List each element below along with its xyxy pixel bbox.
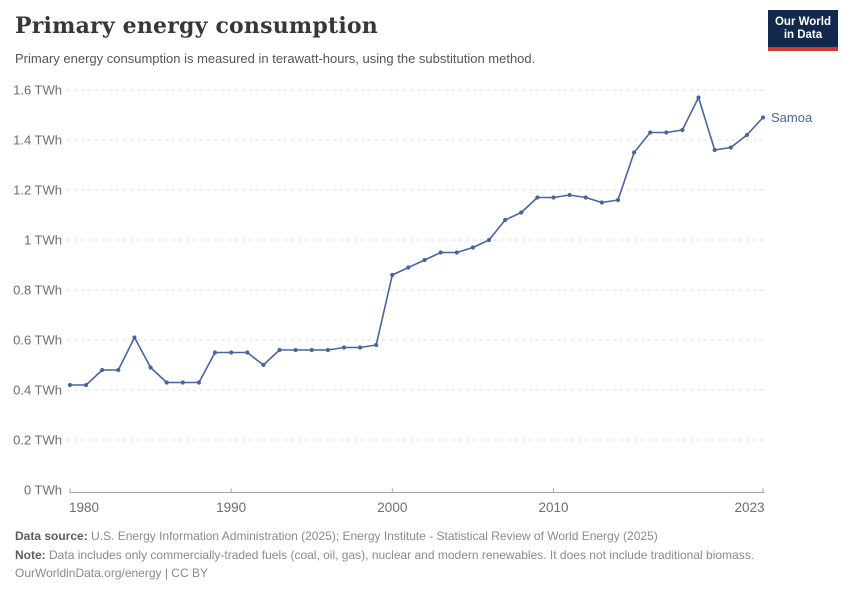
data-point[interactable] [212, 350, 218, 355]
y-tick-label: 1.2 TWh [13, 183, 62, 198]
data-point[interactable] [309, 347, 314, 353]
logo-line2: in Data [783, 29, 823, 41]
data-point[interactable] [648, 130, 653, 135]
y-tick-label: 1.6 TWh [13, 83, 62, 98]
data-point[interactable] [261, 362, 266, 368]
x-tick-label: 2010 [538, 500, 568, 515]
data-point[interactable] [470, 245, 475, 250]
data-point[interactable] [422, 257, 427, 263]
data-point[interactable] [519, 210, 524, 215]
data-point[interactable] [390, 272, 395, 278]
data-point[interactable] [406, 265, 411, 270]
x-tick-label: 2023 [734, 500, 764, 515]
owid-logo[interactable]: Our World in Data [767, 10, 838, 51]
data-point[interactable] [341, 345, 347, 350]
data-point[interactable] [196, 380, 201, 385]
license-link[interactable]: OurWorldinData.org/energy | CC BY [15, 566, 208, 580]
data-point[interactable] [132, 335, 137, 340]
data-point[interactable] [696, 95, 701, 100]
line-chart[interactable]: 0 TWh 0.2 TWh 0.4 TWh 0.6 TWh 0.8 TWh 1 TWh 1.… [0, 70, 850, 520]
x-tick-label: 1980 [69, 500, 99, 515]
data-point[interactable] [67, 382, 73, 388]
data-point[interactable] [116, 367, 121, 373]
y-tick-label: 0.4 TWh [13, 383, 62, 398]
data-point[interactable] [486, 237, 492, 243]
data-point[interactable] [664, 130, 669, 135]
data-point[interactable] [180, 380, 185, 385]
samoa-line[interactable] [69, 96, 764, 386]
y-tick-label: 0 TWh [24, 483, 62, 498]
data-point[interactable] [84, 382, 89, 388]
data-point[interactable] [712, 147, 717, 153]
data-point[interactable] [599, 200, 604, 205]
data-point[interactable] [535, 195, 540, 200]
chart-footer: Data source: U.S. Energy Information Adm… [15, 527, 835, 583]
data-point[interactable] [325, 347, 330, 353]
data-point[interactable] [293, 347, 298, 353]
y-tick-label: 0.6 TWh [13, 333, 62, 348]
data-point[interactable] [615, 197, 621, 203]
data-point[interactable] [583, 195, 588, 200]
data-point[interactable] [164, 380, 169, 385]
data-point[interactable] [728, 145, 733, 150]
data-point[interactable] [632, 150, 637, 155]
x-tick-label: 2000 [377, 500, 407, 515]
x-tick-label: 1990 [216, 500, 246, 515]
note-line: Note: Data includes only commercially-tr… [15, 546, 835, 565]
series-label-samoa[interactable]: Samoa [771, 110, 813, 125]
data-point[interactable] [374, 342, 379, 348]
page-title: Primary energy consumption [15, 13, 378, 39]
data-source-line: Data source: U.S. Energy Information Adm… [15, 527, 835, 546]
chart-subtitle: Primary energy consumption is measured i… [15, 51, 536, 66]
y-tick-label: 1.4 TWh [13, 133, 62, 148]
data-point[interactable] [567, 192, 572, 198]
note-text: Data includes only commercially-traded f… [49, 547, 755, 562]
data-source-label: Data source: [15, 529, 88, 543]
data-point[interactable] [744, 132, 750, 138]
data-point[interactable] [229, 350, 234, 355]
data-point[interactable] [438, 250, 443, 255]
y-tick-label: 1 TWh [24, 233, 62, 248]
data-point[interactable] [680, 127, 685, 133]
data-point[interactable] [454, 250, 459, 255]
data-point[interactable] [358, 345, 363, 350]
data-point[interactable] [277, 347, 282, 353]
data-point[interactable] [760, 115, 766, 120]
logo-line1: Our World [774, 16, 831, 28]
data-point[interactable] [148, 365, 153, 370]
note-label: Note: [15, 547, 46, 562]
data-point[interactable] [100, 367, 105, 373]
data-point[interactable] [245, 350, 250, 355]
y-tick-label: 0.8 TWh [13, 283, 62, 298]
data-point[interactable] [551, 195, 556, 200]
y-tick-label: 0.2 TWh [13, 433, 62, 448]
data-source-text: U.S. Energy Information Administration (… [91, 529, 658, 543]
data-point[interactable] [503, 217, 508, 223]
